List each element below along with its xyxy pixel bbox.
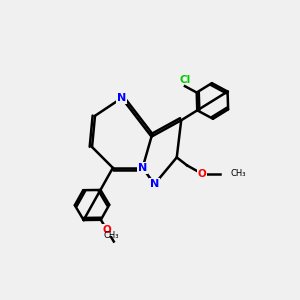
Text: Cl: Cl [179,75,191,85]
Text: N: N [138,163,147,173]
Text: N: N [150,179,159,189]
Text: CH₃: CH₃ [230,169,246,178]
Text: CH₃: CH₃ [103,231,118,240]
Text: O: O [103,225,111,235]
Text: N: N [117,93,126,103]
Text: O: O [198,169,206,179]
